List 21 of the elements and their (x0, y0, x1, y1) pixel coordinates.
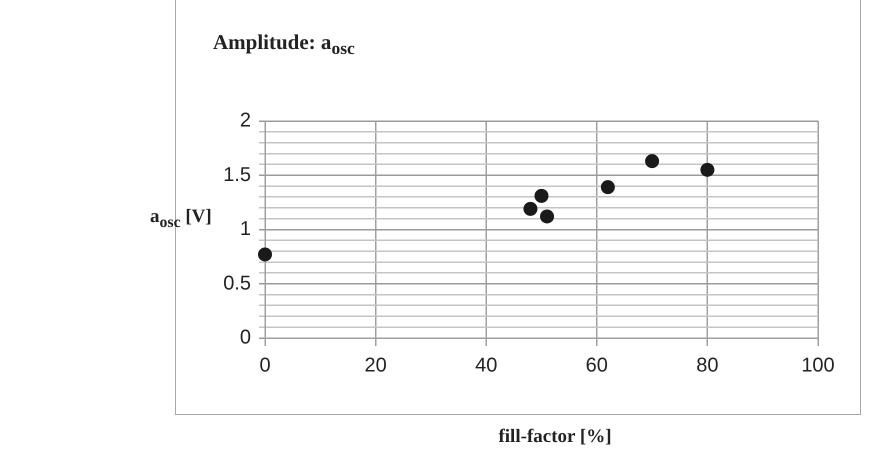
x-tick-label: 40 (475, 354, 498, 377)
y-tick-label: 0 (240, 326, 251, 349)
x-tick-label: 80 (696, 354, 719, 377)
x-tick-label: 20 (364, 354, 387, 377)
y-tick-label: 1 (240, 218, 251, 240)
x-tick-label: 0 (259, 354, 271, 377)
point (600, 180, 615, 194)
point (534, 188, 548, 203)
y-axis-title: a$_{osc}$ [V] (150, 206, 212, 232)
point (258, 247, 272, 262)
x-tick-label: 100 (801, 354, 835, 377)
x-tick-label: 60 (586, 354, 608, 377)
point (523, 202, 538, 216)
point (645, 154, 660, 168)
y-tick-label: 0.5 (223, 272, 251, 294)
y-tick-label: 1.5 (223, 164, 251, 186)
chart-title: Amplitude: a$_{osc}$ (213, 30, 355, 60)
y-tick-label: 2 (240, 110, 251, 132)
x-axis-title: fill-factor [%] (497, 426, 613, 448)
point (700, 162, 714, 177)
point (540, 209, 554, 224)
